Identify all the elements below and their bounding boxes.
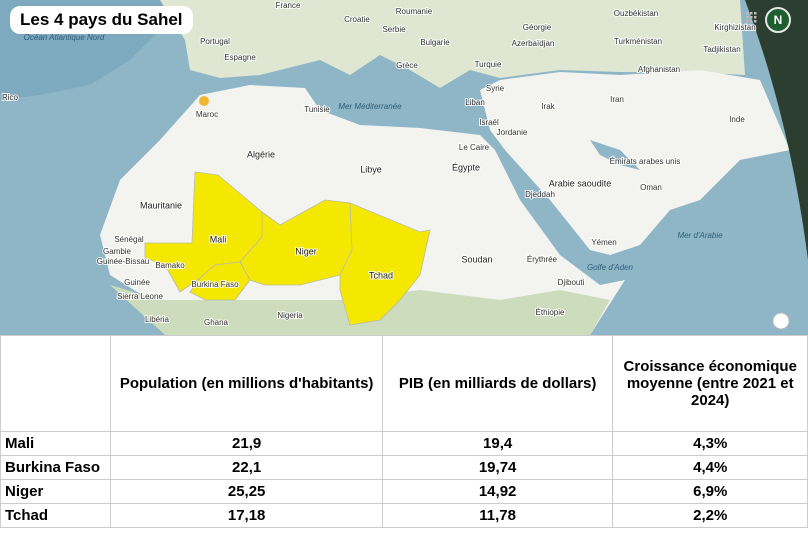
map-label: Yémen bbox=[591, 238, 616, 247]
value-cell: 25,25 bbox=[110, 479, 383, 504]
value-cell: 17,18 bbox=[110, 503, 383, 528]
header-cell: PIB (en milliards de dollars) bbox=[381, 335, 614, 432]
map-label: France bbox=[276, 1, 301, 10]
map-label: Rico bbox=[2, 93, 19, 102]
tchad-shape bbox=[339, 202, 431, 326]
map-label: Bulgarie bbox=[420, 38, 450, 47]
map-label: Bamako bbox=[155, 261, 185, 270]
map-label: Burkina Faso bbox=[191, 280, 239, 289]
value-cell: 19,4 bbox=[381, 431, 614, 456]
map-label: Afghanistan bbox=[638, 65, 680, 74]
europe bbox=[160, 0, 745, 88]
map-label: Libye bbox=[360, 164, 382, 174]
corner-cell bbox=[0, 335, 112, 432]
map-label: Émirats arabes unis bbox=[610, 157, 681, 166]
map: France Croatie Roumanie Serbie Bulgarie Géorg… bbox=[0, 0, 808, 335]
map-label: Inde bbox=[729, 115, 745, 124]
map-label: Grèce bbox=[396, 61, 418, 70]
value-cell: 22,1 bbox=[110, 455, 383, 480]
value-cell: 21,9 bbox=[110, 431, 383, 456]
map-label: Maroc bbox=[196, 110, 218, 119]
map-label: Oman bbox=[640, 183, 662, 192]
value-cell: 2,2% bbox=[612, 503, 808, 528]
map-label: Océan Atlantique Nord bbox=[24, 33, 105, 42]
map-label: Érythrée bbox=[527, 255, 558, 264]
map-label: Soudan bbox=[461, 254, 492, 264]
apps-icon bbox=[746, 12, 757, 23]
map-label: Djibouti bbox=[558, 278, 585, 287]
map-label: Roumanie bbox=[396, 7, 433, 16]
gulf bbox=[590, 140, 640, 170]
map-title: Les 4 pays du Sahel bbox=[10, 6, 193, 34]
map-label: Libéria bbox=[145, 315, 170, 324]
map-label: Géorgie bbox=[523, 23, 552, 32]
value-cell: 19,74 bbox=[381, 455, 614, 480]
row-header: Tchad bbox=[0, 503, 112, 528]
space bbox=[745, 0, 808, 260]
table: Population (en millions d'habitants) PIB … bbox=[0, 335, 808, 528]
map-label: Mer Méditerranée bbox=[338, 102, 402, 111]
map-label: Mali bbox=[210, 234, 227, 244]
table-row: Burkina Faso 22,1 19,74 4,4% bbox=[0, 455, 808, 480]
map-label: Iran bbox=[610, 95, 624, 104]
row-header: Mali bbox=[0, 431, 112, 456]
row-header: Niger bbox=[0, 479, 112, 504]
value-cell: 11,78 bbox=[381, 503, 614, 528]
map-label: Israël bbox=[479, 118, 499, 127]
burkina-shape bbox=[189, 261, 251, 301]
header-cell: Croissance économique moyenne (entre 202… bbox=[612, 335, 808, 432]
value-cell: 14,92 bbox=[381, 479, 614, 504]
map-label: Mauritanie bbox=[140, 200, 182, 210]
map-label: Égypte bbox=[452, 162, 480, 172]
header-row: Population (en millions d'habitants) PIB … bbox=[0, 335, 808, 432]
map-label: Gambie bbox=[103, 247, 132, 256]
map-label: Irak bbox=[541, 102, 555, 111]
map-label: Djeddah bbox=[525, 190, 555, 199]
avatar[interactable]: N bbox=[765, 7, 791, 33]
map-label: Portugal bbox=[200, 37, 230, 46]
header-cell: Population (en millions d'habitants) bbox=[110, 335, 383, 432]
map-label: Arabie saoudite bbox=[549, 178, 612, 188]
map-label: Sierra Leone bbox=[117, 292, 163, 301]
pin bbox=[199, 96, 209, 106]
map-label: Mer d'Arabie bbox=[677, 231, 723, 240]
map-label: Le Caire bbox=[459, 143, 490, 152]
map-label: Ouzbékistan bbox=[614, 9, 658, 18]
niger-shape bbox=[239, 199, 353, 286]
value-cell: 6,9% bbox=[612, 479, 808, 504]
map-label: Guinée-Bissau bbox=[97, 257, 149, 266]
map-label: Guinée bbox=[124, 278, 150, 287]
map-label: Tadjikistan bbox=[703, 45, 740, 54]
map-label: Kirghizistan bbox=[714, 23, 755, 32]
map-label: Jordanie bbox=[497, 128, 528, 137]
compass bbox=[772, 312, 790, 330]
map-label: Ghana bbox=[204, 318, 229, 327]
map-label: Éthiopie bbox=[536, 308, 565, 317]
map-label: Tunisie bbox=[304, 105, 330, 114]
map-label: Turkménistan bbox=[614, 37, 662, 46]
map-label: Sénégal bbox=[114, 235, 144, 244]
map-label: Croatie bbox=[344, 15, 370, 24]
map-label: Tchad bbox=[369, 270, 393, 280]
table-row: Mali 21,9 19,4 4,3% bbox=[0, 431, 808, 456]
middle-east bbox=[480, 70, 790, 255]
map-label: Niger bbox=[295, 246, 317, 256]
map-label: Golfe d'Aden bbox=[587, 263, 634, 272]
row-header: Burkina Faso bbox=[0, 455, 112, 480]
map-label: Syrie bbox=[486, 84, 505, 93]
map-label: Liban bbox=[465, 98, 485, 107]
map-label: Algérie bbox=[247, 149, 275, 159]
value-cell: 4,3% bbox=[612, 431, 808, 456]
map-label: Azerbaïdjan bbox=[512, 39, 555, 48]
map-label: Turquie bbox=[475, 60, 502, 69]
map-label: Serbie bbox=[382, 25, 406, 34]
map-label: Nigeria bbox=[277, 311, 303, 320]
table-row: Niger 25,25 14,92 6,9% bbox=[0, 479, 808, 504]
table-row: Tchad 17,18 11,78 2,2% bbox=[0, 503, 808, 528]
value-cell: 4,4% bbox=[612, 455, 808, 480]
map-label: Espagne bbox=[224, 53, 256, 62]
